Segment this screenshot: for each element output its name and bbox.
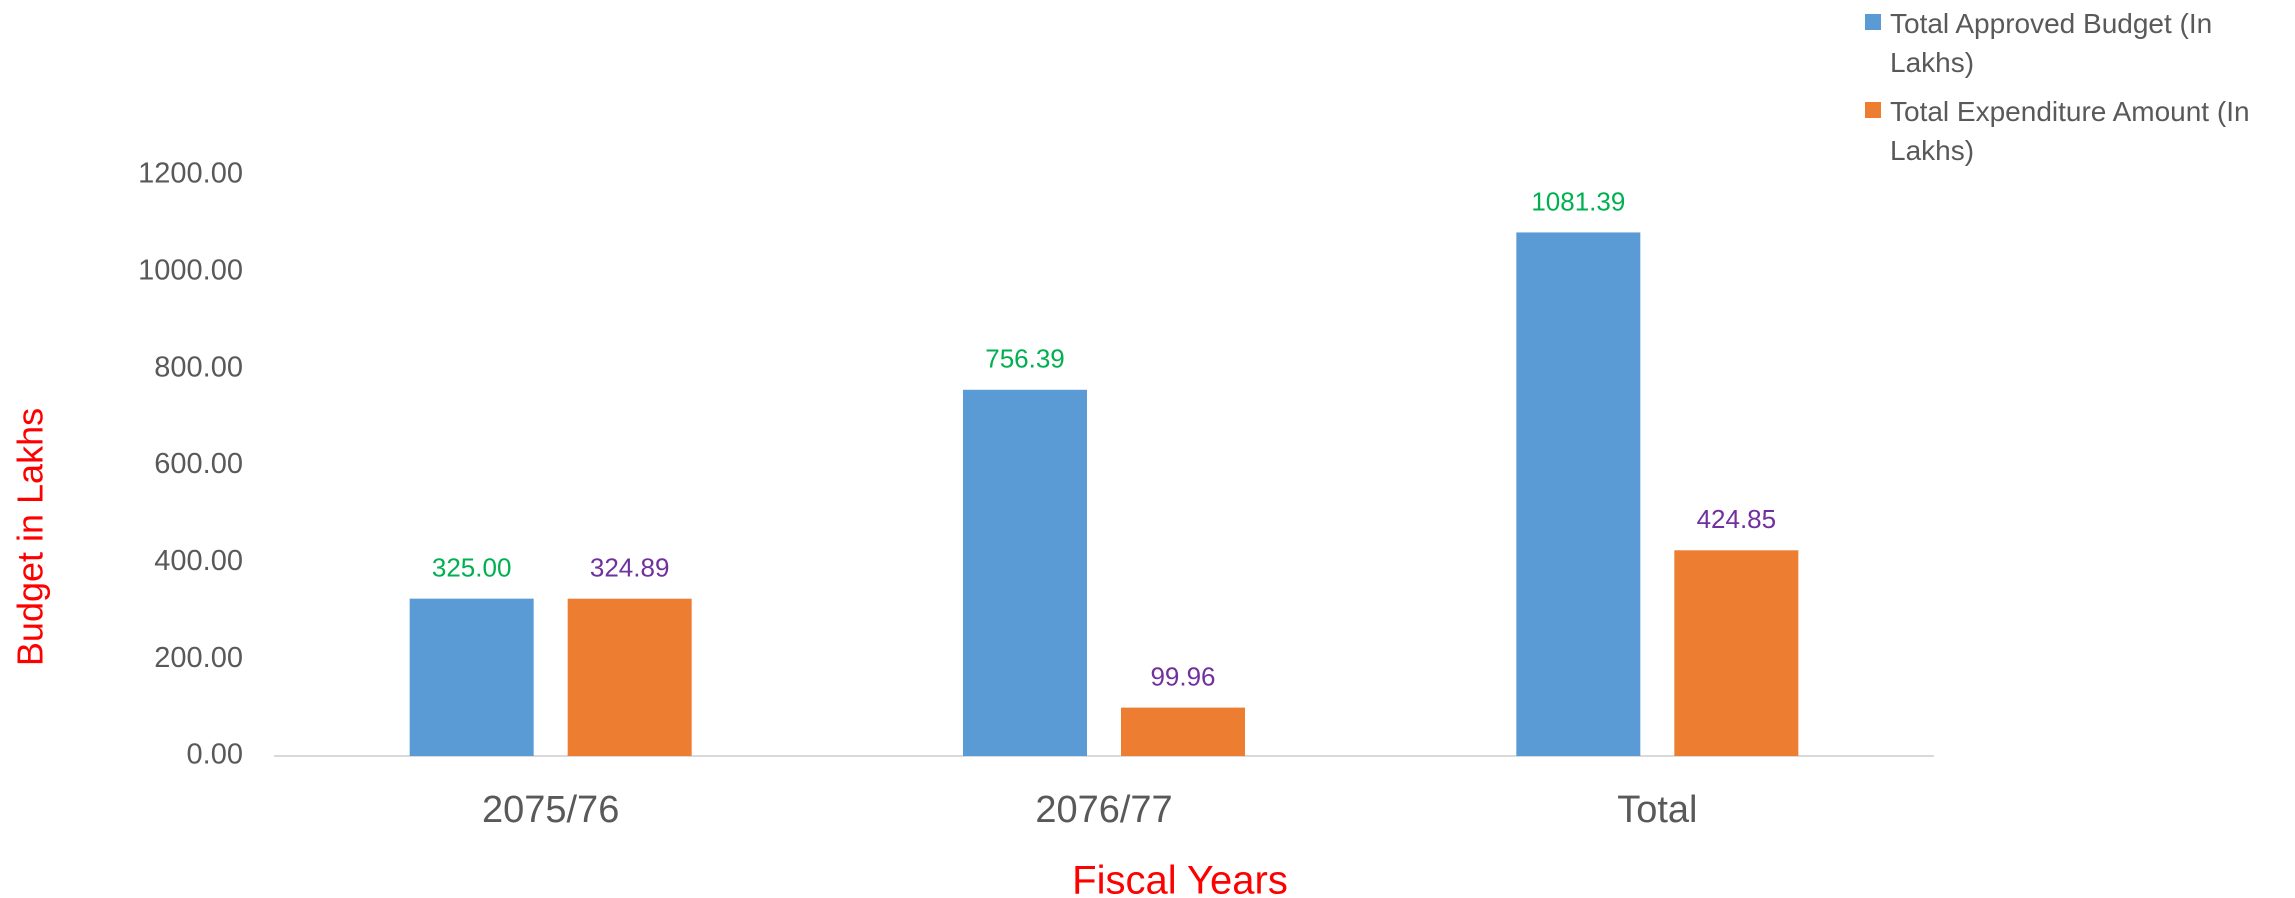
legend-item: Total Approved Budget (In Lakhs) [1865,4,2285,82]
data-label: 756.39 [985,344,1065,374]
bar [409,598,534,756]
data-label: 99.96 [1150,661,1215,691]
bar [1674,550,1799,756]
y-axis-title: Budget in Lakhs [10,408,51,666]
bar [1516,232,1641,756]
data-label: 1081.39 [1531,186,1625,216]
legend-label: Total Expenditure Amount (In Lakhs) [1890,96,2250,166]
x-tick-label: 2076/77 [1035,789,1172,831]
legend-swatch [1865,14,1881,30]
data-label: 424.85 [1697,504,1777,534]
legend-item: Total Expenditure Amount (In Lakhs) [1865,92,2285,170]
y-tick-label: 1200.00 [138,158,243,190]
y-tick-label: 600.00 [154,448,243,480]
y-tick-label: 0.00 [187,739,243,771]
data-label: 325.00 [432,553,512,583]
y-tick-label: 200.00 [154,642,243,674]
legend-label: Total Approved Budget (In Lakhs) [1890,8,2213,78]
y-tick-label: 400.00 [154,545,243,577]
legend: Total Approved Budget (In Lakhs) Total Ex… [1865,4,2285,180]
bar [1121,707,1245,756]
data-label: 324.89 [590,553,670,583]
bar [963,389,1087,756]
legend-swatch [1865,102,1881,118]
bar [567,598,692,756]
x-tick-label: Total [1617,789,1697,831]
x-axis-title: Fiscal Years [1072,859,1288,898]
x-tick-label: 2075/76 [482,789,619,831]
y-tick-label: 1000.00 [138,254,243,286]
y-tick-label: 800.00 [154,351,243,383]
